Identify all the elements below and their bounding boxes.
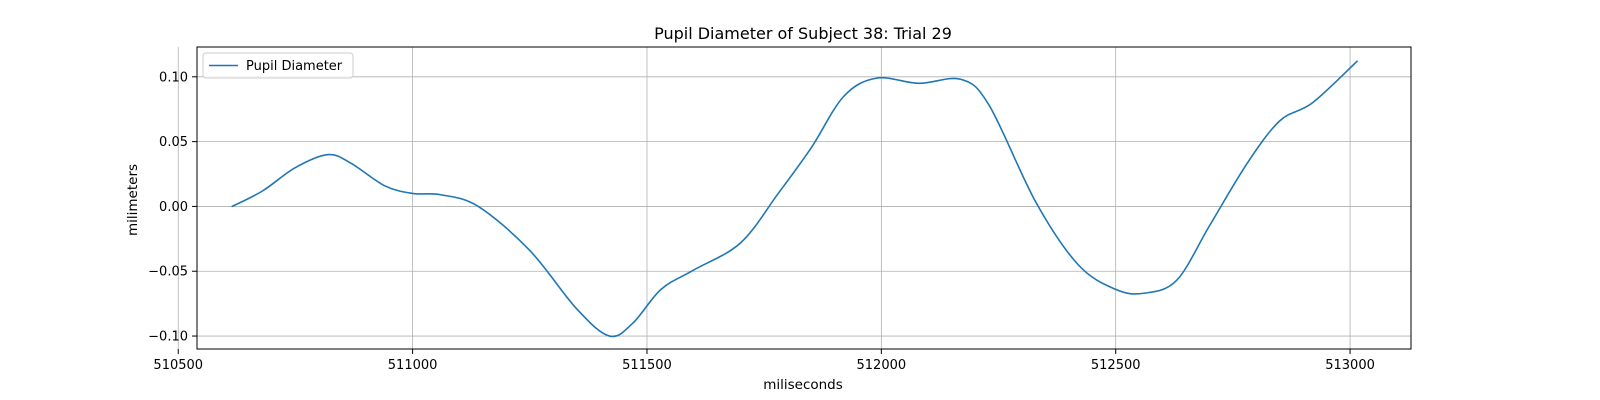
x-axis: 510500 511000 511500 512000 512500 513000 [153, 349, 1375, 373]
x-axis-label: miliseconds [763, 377, 843, 393]
series-layer [231, 60, 1358, 338]
y-axis-label: milimeters [125, 164, 141, 236]
x-tick-label: 512000 [857, 358, 907, 373]
plot-area-frame [196, 46, 1412, 350]
y-tick-label: 0.00 [159, 200, 188, 215]
y-axis: −0.10 −0.05 0.00 0.05 0.10 [148, 70, 197, 345]
grid [177, 47, 1411, 349]
legend: Pupil Diameter [202, 52, 354, 79]
legend-box [202, 52, 354, 79]
x-tick-label: 513000 [1325, 358, 1375, 373]
legend-label: Pupil Diameter [246, 59, 343, 74]
chart-title: Pupil Diameter of Subject 38: Trial 29 [654, 24, 952, 43]
y-tick-label: 0.05 [159, 135, 188, 150]
x-tick-label: 511000 [388, 358, 438, 373]
x-tick-label: 512500 [1091, 358, 1141, 373]
series-line-pupil-diameter [231, 60, 1358, 338]
y-tick-label: 0.10 [159, 70, 188, 85]
y-tick-label: −0.05 [148, 265, 188, 280]
x-tick-label: 510500 [153, 358, 203, 373]
x-tick-label: 511500 [622, 358, 672, 373]
y-tick-label: −0.10 [148, 330, 188, 345]
